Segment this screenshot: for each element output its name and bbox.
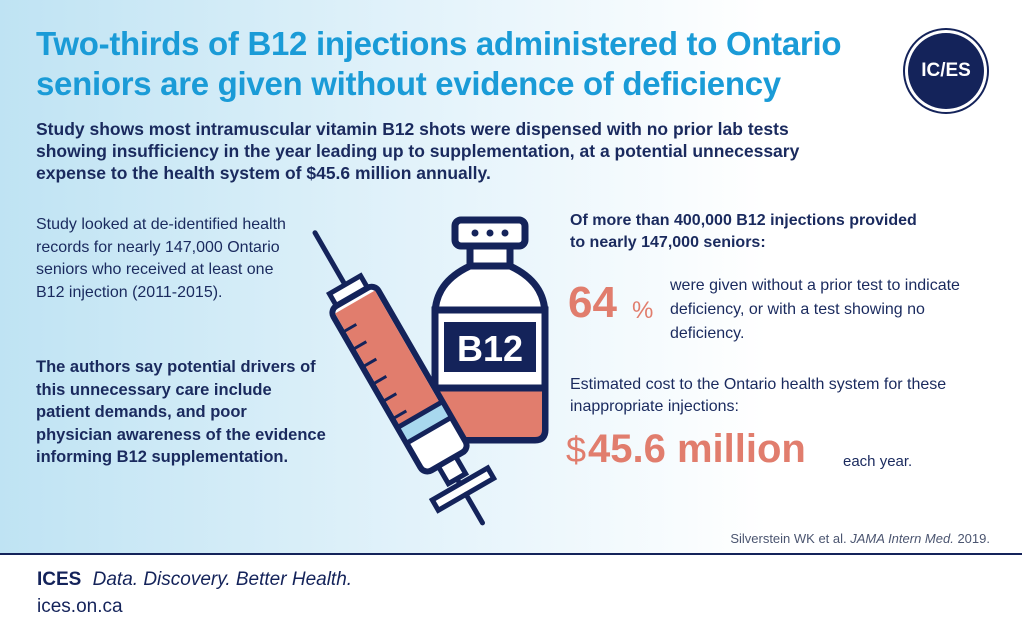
footer-url-link[interactable]: ices.on.ca	[37, 596, 123, 617]
citation-authors: Silverstein WK et al.	[730, 531, 847, 546]
stat-description: were given without a prior test to indic…	[670, 277, 960, 342]
stat-percentage-unit: %	[632, 297, 654, 324]
citation-year: 2019.	[957, 531, 990, 546]
stat-percentage-value: 64	[568, 278, 617, 327]
vial-icon: B12	[431, 216, 549, 444]
cost-suffix: each year.	[843, 453, 913, 470]
infographic-panel: Two-thirds of B12 injections administere…	[0, 0, 1022, 553]
citation-journal: JAMA Intern Med.	[850, 531, 954, 546]
cost-label: Estimated cost to the Ontario health sys…	[570, 376, 947, 415]
drivers-statement: The authors say potential drivers of thi…	[36, 358, 326, 466]
cost-amount: 45.6 million	[588, 427, 806, 471]
ices-logo: IC/ES	[908, 33, 984, 109]
injections-heading: Of more than 400,000 B12 injections prov…	[570, 212, 917, 251]
syringe-vial-illustration: B12	[312, 216, 549, 526]
footer-brand: ICES Data. Discovery. Better Health.	[37, 568, 352, 592]
syringe-icon	[312, 230, 498, 526]
citation: Silverstein WK et al. JAMA Intern Med. 2…	[660, 530, 990, 548]
footer-divider	[0, 553, 1022, 555]
page-subtitle: Study shows most intramuscular vitamin B…	[36, 119, 800, 183]
vial-label: B12	[457, 328, 523, 369]
footer-brand-name: ICES	[37, 569, 82, 590]
page-title: Two-thirds of B12 injections administere…	[36, 25, 842, 102]
logo-text: IC/ES	[921, 60, 971, 81]
footer-tagline: Data. Discovery. Better Health.	[92, 569, 353, 590]
cost-currency: $	[566, 429, 587, 470]
study-description: Study looked at de-identified health rec…	[36, 216, 286, 301]
